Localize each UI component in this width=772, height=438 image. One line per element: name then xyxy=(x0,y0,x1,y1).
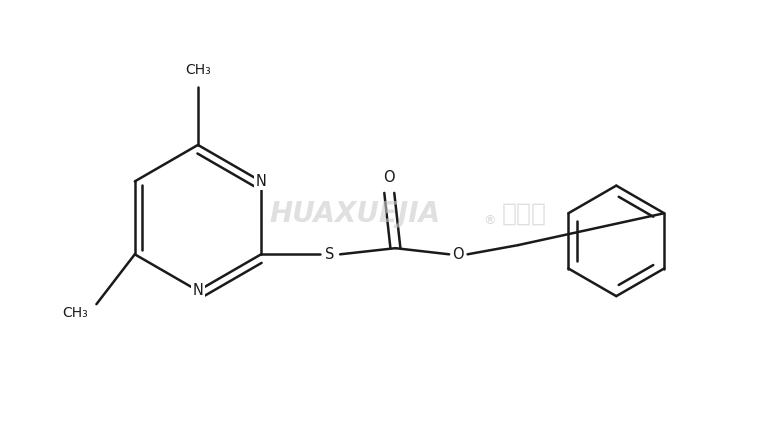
Text: CH₃: CH₃ xyxy=(185,64,211,78)
Text: CH₃: CH₃ xyxy=(62,307,88,321)
Text: 化学加: 化学加 xyxy=(502,202,547,226)
Text: N: N xyxy=(256,174,266,189)
Text: S: S xyxy=(326,247,335,262)
Text: N: N xyxy=(192,283,203,298)
Text: HUAXUEJIA: HUAXUEJIA xyxy=(269,200,441,228)
Text: O: O xyxy=(384,170,395,185)
Text: ®: ® xyxy=(483,214,496,227)
Text: O: O xyxy=(452,247,464,262)
